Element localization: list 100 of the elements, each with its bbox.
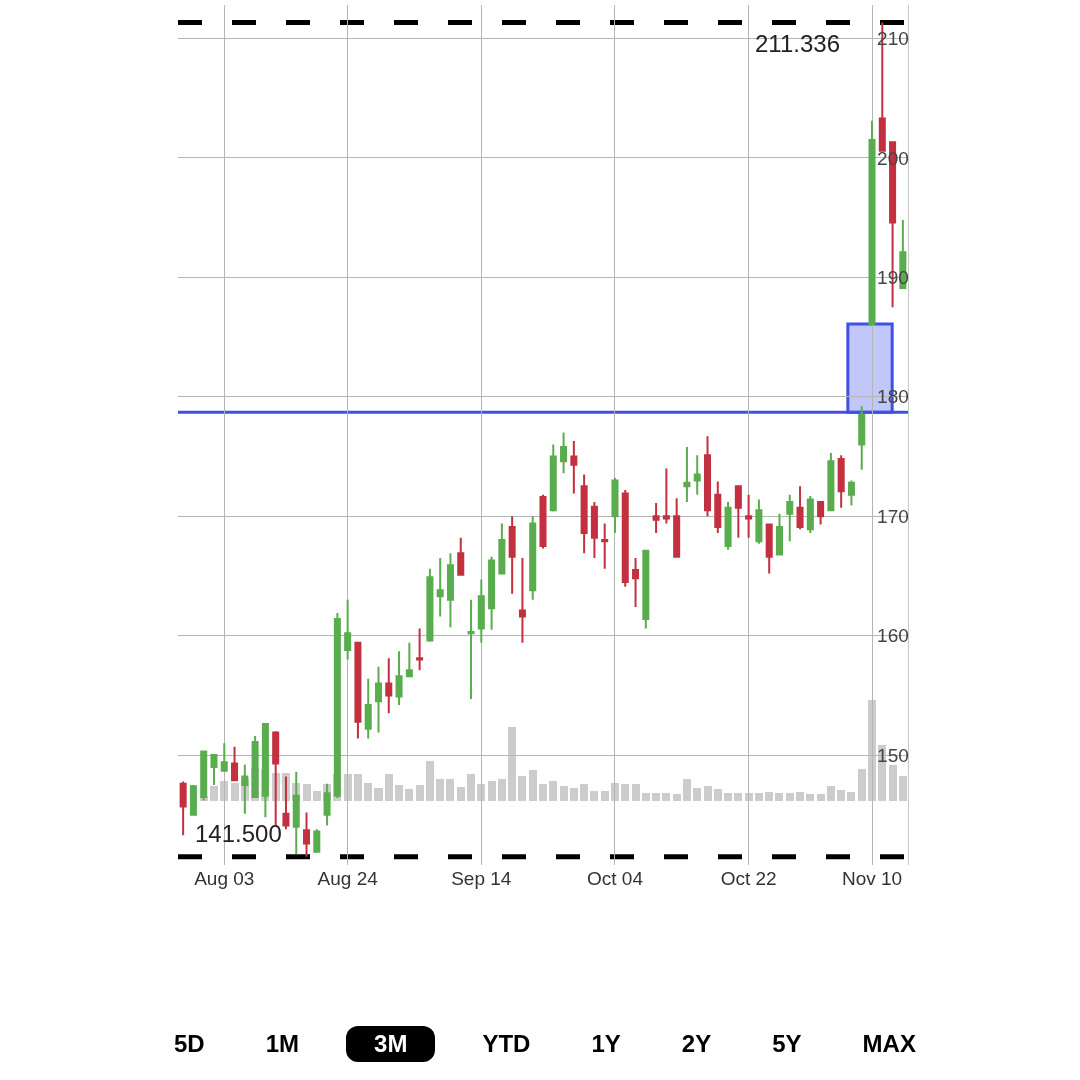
ref-line-label: 141.500 — [195, 820, 282, 847]
bar — [353, 773, 362, 801]
bar — [796, 791, 805, 801]
bar — [641, 792, 650, 801]
bar — [312, 790, 321, 801]
candlestick — [868, 119, 876, 325]
bar — [652, 792, 661, 801]
x-tick-label: Oct 22 — [720, 868, 777, 889]
bar — [590, 790, 599, 801]
candlestick — [354, 641, 362, 740]
candlestick — [745, 493, 753, 539]
candlestick — [806, 494, 814, 534]
bar — [384, 773, 393, 801]
bar — [508, 727, 517, 801]
bar — [425, 760, 434, 801]
candlestick — [498, 522, 506, 575]
candlestick — [837, 454, 845, 509]
candlestick — [775, 512, 783, 556]
bar — [528, 769, 537, 801]
candlestick — [673, 497, 681, 558]
bar — [693, 787, 702, 801]
candlestick — [374, 665, 383, 734]
bar — [364, 782, 373, 801]
candlestick — [446, 552, 454, 629]
bar — [713, 788, 722, 801]
text: 2Y — [680, 1029, 713, 1059]
bar — [559, 785, 568, 801]
candlestick — [488, 555, 496, 631]
candlestick — [734, 484, 742, 539]
candlestick — [786, 493, 794, 543]
candlestick — [416, 627, 424, 672]
bar — [549, 780, 558, 801]
candlestick — [652, 502, 660, 534]
candlestick — [189, 783, 197, 816]
x-tick-label: Sep 14 — [451, 868, 512, 889]
bar — [662, 792, 671, 801]
bar — [724, 792, 733, 801]
x-tick-label: Aug 03 — [194, 868, 255, 889]
bar — [775, 792, 784, 801]
text: MAX — [861, 1029, 917, 1059]
bar — [538, 783, 548, 801]
bar — [754, 792, 763, 801]
candlestick — [858, 405, 866, 471]
bar — [600, 790, 609, 801]
bar — [518, 775, 527, 801]
x-tick-label: Nov 10 — [841, 868, 903, 889]
candlestick — [632, 557, 640, 608]
candlestick — [642, 548, 650, 630]
candlestick — [662, 467, 670, 525]
candlestick — [467, 598, 475, 700]
bar — [672, 793, 681, 801]
text: YTD — [481, 1029, 532, 1059]
candlestick — [529, 515, 537, 601]
candlestick — [827, 451, 835, 512]
bar — [487, 780, 496, 801]
y-tick-label: 160 — [877, 625, 909, 647]
candlestick — [231, 745, 239, 782]
bar — [436, 778, 445, 801]
bar — [857, 768, 866, 801]
bar — [682, 778, 691, 801]
bar — [847, 791, 856, 801]
candlestick — [364, 677, 372, 740]
candlestick — [621, 488, 629, 588]
text: 5Y — [771, 1029, 803, 1059]
x-tick-label: Aug 24 — [317, 868, 379, 889]
bar — [785, 792, 794, 801]
candlestick — [549, 443, 557, 513]
bar — [569, 787, 578, 801]
candlestick — [539, 493, 547, 550]
bar — [497, 778, 506, 801]
candlestick — [601, 522, 609, 570]
bar — [374, 787, 383, 801]
bar — [467, 773, 476, 801]
bar — [888, 764, 897, 801]
bar — [456, 786, 465, 801]
candlestick — [611, 477, 619, 534]
candlestick — [580, 473, 588, 555]
candlestick — [703, 435, 712, 518]
candlestick — [765, 523, 773, 575]
text: 3M — [346, 1026, 436, 1062]
candlestick — [724, 500, 732, 551]
candlestick — [385, 657, 393, 715]
candlestick — [518, 557, 526, 644]
text: 1M — [264, 1029, 301, 1059]
bar — [302, 783, 311, 801]
bar — [405, 788, 414, 801]
y-tick-label: 150 — [877, 744, 909, 766]
candlestick — [560, 431, 568, 475]
candlestick — [714, 480, 722, 534]
candlestick — [436, 557, 444, 618]
bar — [703, 785, 712, 801]
candlestick — [590, 500, 598, 560]
candlestick — [405, 641, 413, 678]
candlestick — [508, 515, 516, 595]
candlestick — [796, 485, 804, 531]
candlestick — [303, 811, 311, 858]
bar — [580, 783, 589, 801]
bar — [230, 782, 239, 801]
bar — [621, 783, 630, 801]
candlestick — [395, 650, 403, 706]
